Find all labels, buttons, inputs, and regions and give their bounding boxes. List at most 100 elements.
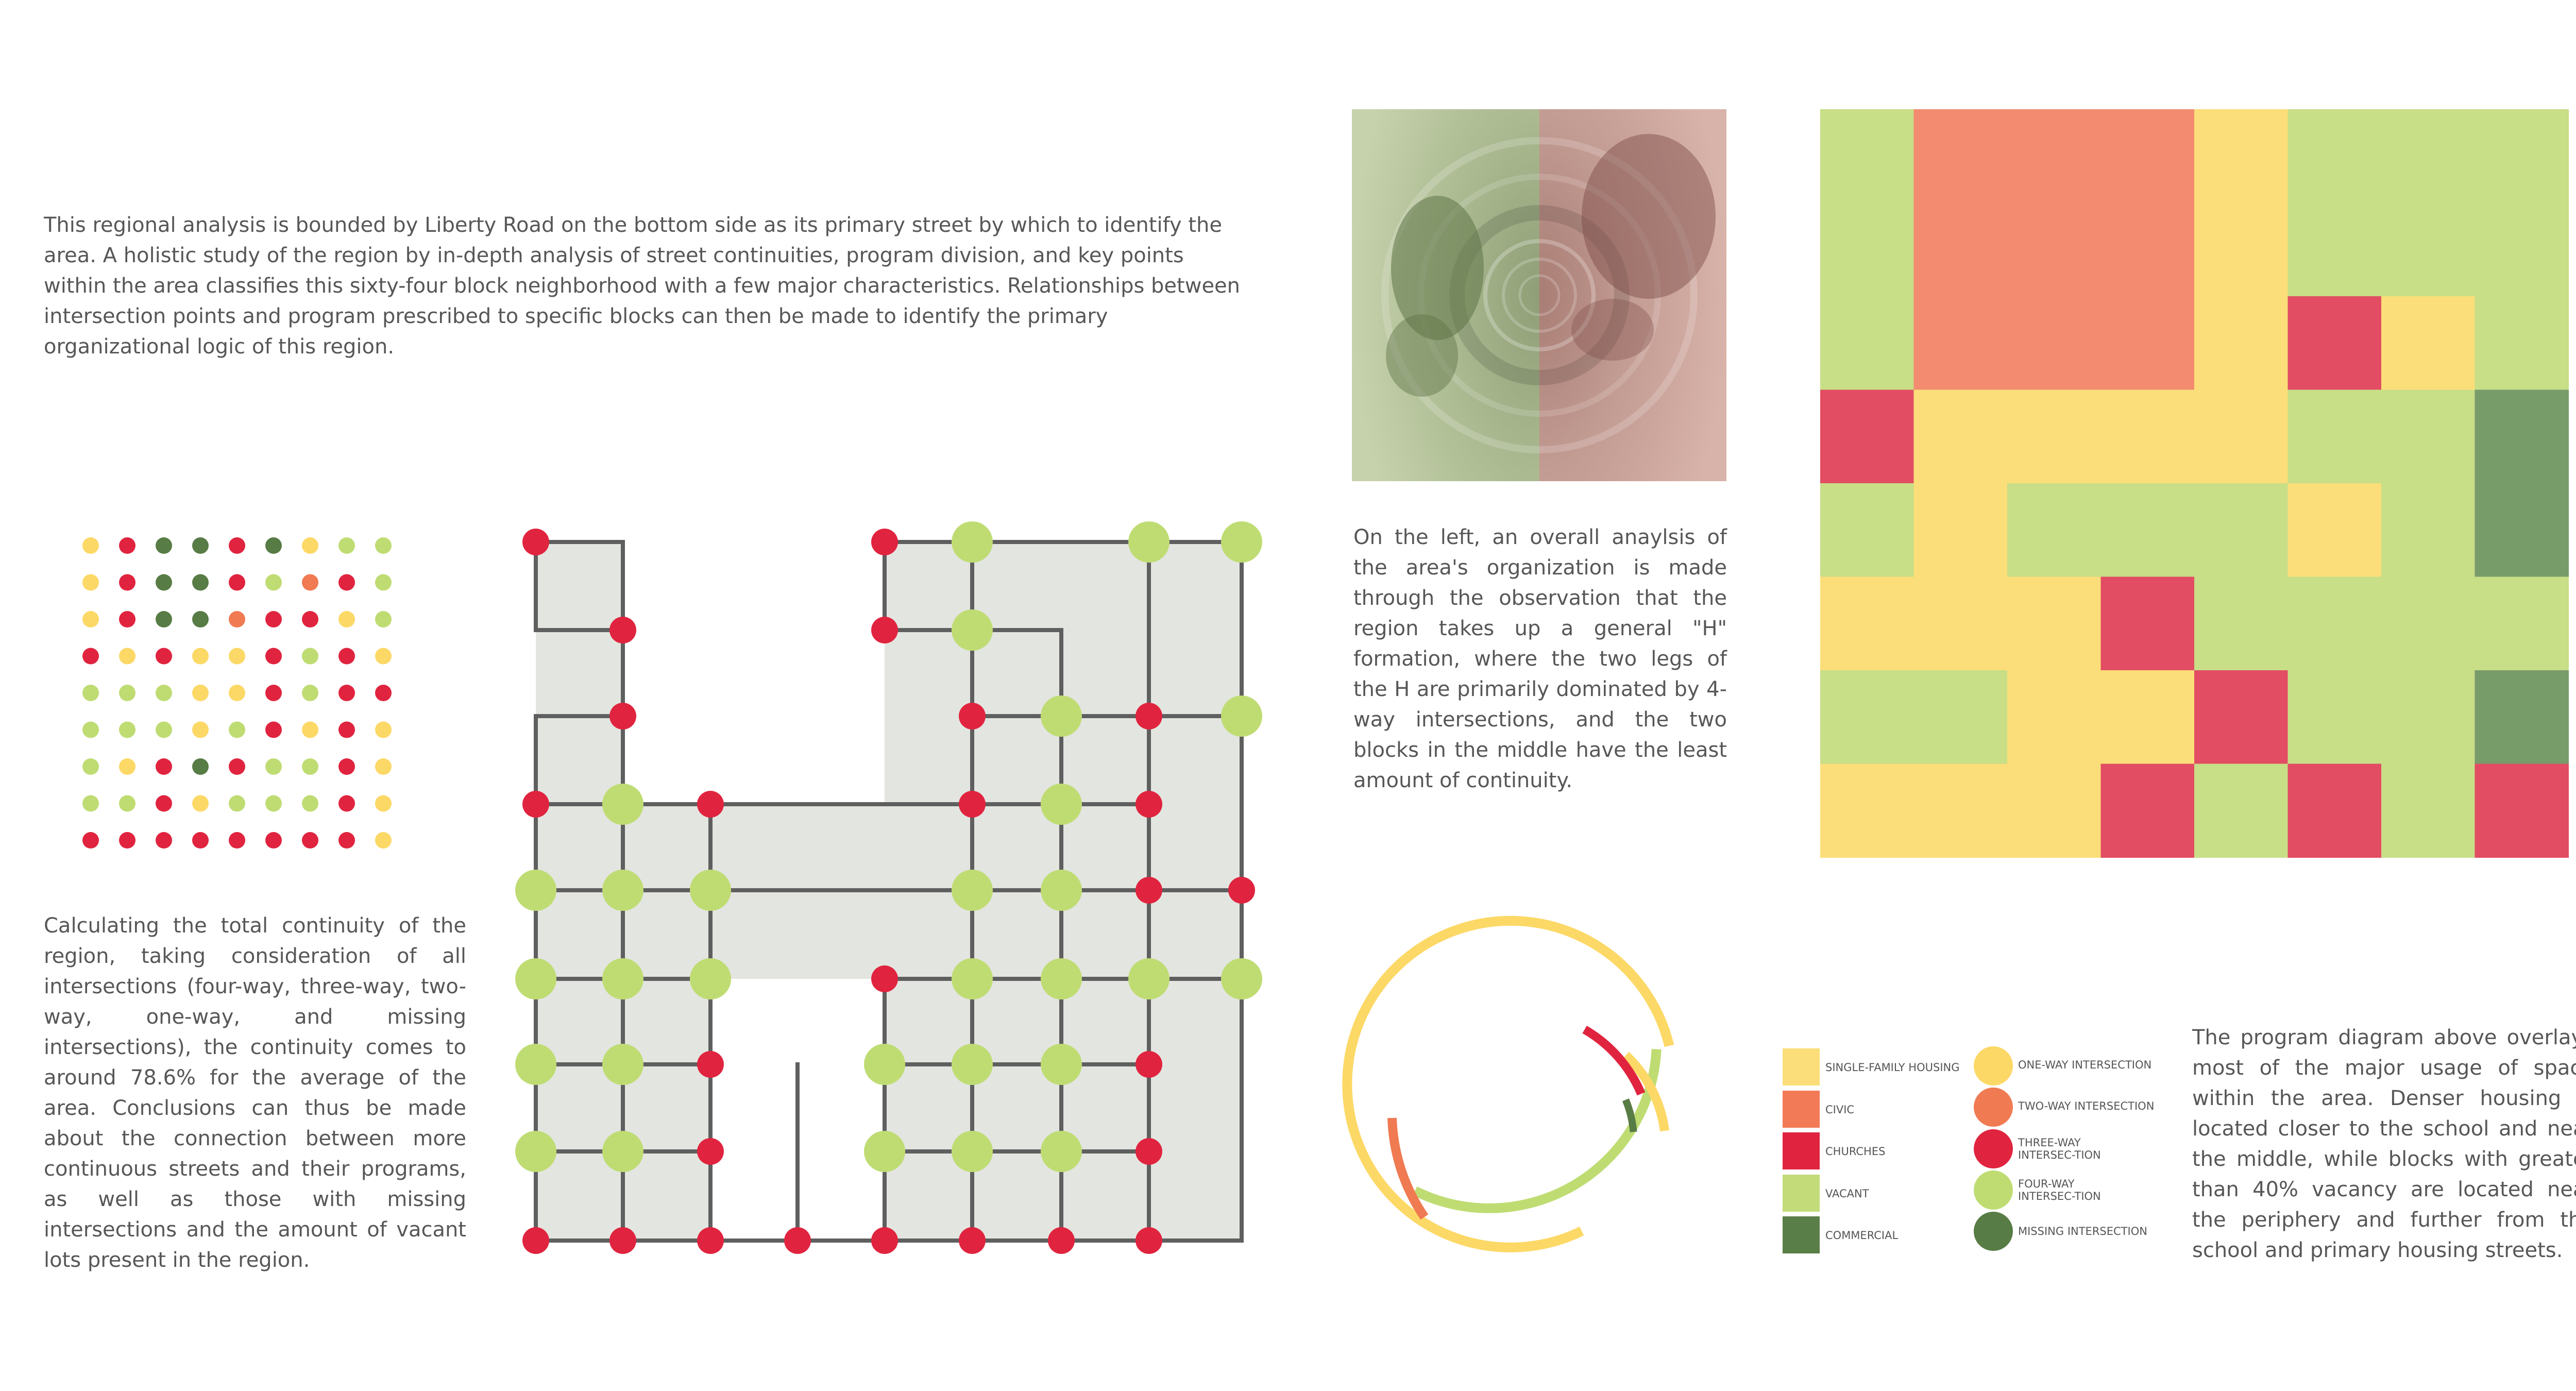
matrix-dot-three-way — [119, 832, 135, 849]
grid-node-three-way — [1048, 1227, 1075, 1254]
program-block-single-family — [2381, 296, 2476, 391]
matrix-dot-one-way — [192, 685, 209, 701]
intro-paragraph: This regional analysis is bounded by Lib… — [44, 213, 1241, 359]
program-block-single-family — [2100, 670, 2195, 765]
legend-label-two-way: TWO-WAY INTERSECTION — [2018, 1100, 2155, 1112]
grid-node-four-way — [1041, 696, 1082, 737]
matrix-dot-three-way — [338, 721, 355, 738]
ring-four-way — [1413, 1049, 1662, 1213]
grid-node-four-way — [602, 958, 643, 999]
legend-swatch-civic — [1783, 1091, 1820, 1128]
program-block-vacant — [2287, 576, 2382, 671]
matrix-dot-one-way — [119, 758, 135, 775]
program-block-vacant — [2381, 483, 2476, 578]
matrix-dot-three-way — [265, 721, 282, 738]
matrix-dot-three-way — [119, 537, 135, 554]
grid-node-three-way — [609, 617, 636, 643]
program-block-single-family — [2007, 389, 2102, 484]
matrix-dot-one-way — [375, 721, 392, 738]
program-block-vacant — [2194, 483, 2289, 578]
grid-node-three-way — [1136, 1227, 1162, 1254]
legend-swatch-single-family — [1783, 1048, 1820, 1085]
grid-node-three-way — [697, 1227, 724, 1254]
matrix-dot-four-way — [119, 721, 135, 738]
matrix-dot-one-way — [375, 795, 392, 812]
grid-node-four-way — [1221, 696, 1262, 737]
matrix-dot-four-way — [302, 758, 318, 775]
matrix-dot-three-way — [338, 795, 355, 812]
program-block-vacant — [2194, 576, 2289, 671]
grid-node-three-way — [959, 703, 986, 730]
program-block-single-family — [1913, 764, 2008, 858]
program-block-vacant — [2381, 389, 2476, 484]
block-fill-middle — [710, 716, 972, 979]
matrix-dot-one-way — [192, 795, 209, 812]
matrix-dot-one-way — [229, 685, 245, 701]
matrix-dot-three-way — [156, 648, 172, 665]
program-block-vacant — [2475, 576, 2569, 671]
matrix-dot-three-way — [265, 685, 282, 701]
matrix-dot-three-way — [229, 758, 245, 775]
program-block-churches — [2287, 296, 2382, 391]
matrix-dot-one-way — [229, 648, 245, 665]
matrix-dot-three-way — [229, 832, 245, 849]
grid-node-three-way — [871, 529, 898, 555]
matrix-dot-three-way — [338, 574, 355, 591]
grid-node-three-way — [784, 1227, 811, 1254]
matrix-dot-three-way — [82, 832, 99, 849]
legend-dot-three-way — [1974, 1129, 2013, 1168]
grid-node-four-way — [864, 1044, 905, 1085]
program-block-vacant — [2381, 764, 2476, 858]
legend-label-four-way: FOUR-WAY INTERSEC-TION — [2018, 1178, 2101, 1202]
matrix-dot-four-way — [156, 685, 172, 701]
matrix-dot-four-way — [375, 574, 392, 591]
program-block-vacant — [1820, 202, 1914, 297]
program-block-commercial — [2475, 483, 2569, 578]
grid-node-three-way — [522, 529, 549, 555]
grid-node-three-way — [522, 1227, 549, 1254]
intersection-dot-matrix — [82, 537, 392, 849]
program-paragraph: The program diagram above overlays most … — [2192, 1026, 2576, 1262]
grid-node-three-way — [959, 791, 986, 818]
matrix-dot-four-way — [229, 795, 245, 812]
grid-node-four-way — [952, 1044, 993, 1085]
matrix-dot-one-way — [82, 537, 99, 554]
legend-swatch-commercial — [1783, 1216, 1820, 1253]
matrix-dot-four-way — [119, 685, 135, 701]
program-block-map — [1820, 109, 2569, 858]
ring-two-way — [1387, 1117, 1429, 1220]
program-block-single-family — [2194, 202, 2289, 297]
matrix-dot-one-way — [192, 721, 209, 738]
program-block-churches — [2287, 764, 2382, 858]
program-block-churches — [2100, 576, 2195, 671]
program-block-vacant — [2381, 109, 2476, 203]
matrix-dot-four-way — [265, 758, 282, 775]
grid-node-four-way — [1041, 870, 1082, 911]
program-block-civic — [1913, 202, 2008, 297]
matrix-dot-four-way — [119, 795, 135, 812]
grid-node-four-way — [515, 1044, 556, 1085]
matrix-dot-three-way — [82, 648, 99, 665]
program-block-single-family — [1913, 483, 2008, 578]
grid-node-four-way — [952, 1131, 993, 1172]
grid-node-four-way — [602, 1131, 643, 1172]
program-block-single-family — [1913, 389, 2008, 484]
program-block-vacant — [2287, 109, 2382, 203]
matrix-dot-four-way — [82, 795, 99, 812]
intersection-nodes — [515, 521, 1262, 1254]
grid-node-four-way — [952, 521, 993, 563]
organization-paragraph: On the left, an overall anaylsis of the … — [1353, 525, 1727, 792]
grid-node-four-way — [1221, 958, 1262, 999]
grid-node-four-way — [952, 958, 993, 999]
program-block-single-family — [1913, 576, 2008, 671]
matrix-dot-one-way — [302, 721, 318, 738]
matrix-dot-two-way — [229, 611, 245, 627]
matrix-dot-three-way — [119, 611, 135, 627]
program-block-single-family — [1820, 764, 1914, 858]
grid-node-four-way — [1041, 1044, 1082, 1085]
program-block-vacant — [1913, 670, 2008, 765]
program-block-civic — [2007, 202, 2102, 297]
grid-node-three-way — [1136, 703, 1162, 730]
matrix-dot-missing — [156, 611, 172, 627]
